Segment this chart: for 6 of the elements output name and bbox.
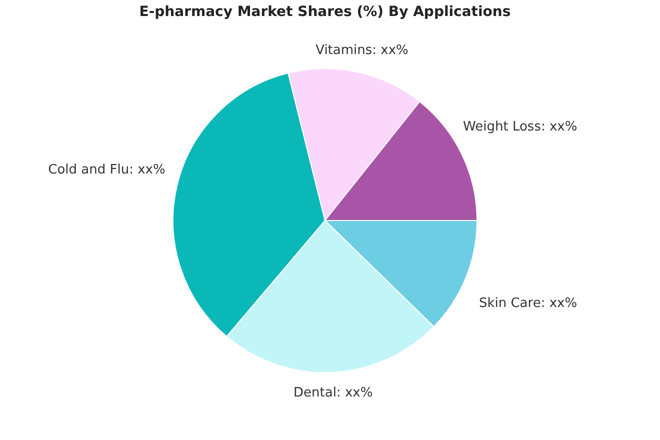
slice-label: Skin Care: xx%	[478, 296, 578, 312]
slice-label: Dental: xx%	[294, 385, 373, 400]
slice-label: Weight Loss: xx%	[463, 119, 578, 134]
slice-label: Cold and Flu: xx%	[48, 162, 166, 178]
chart-title: E-pharmacy Market Shares (%) By Applications	[139, 4, 511, 20]
slice-label: Vitamins: xx%	[316, 42, 408, 58]
